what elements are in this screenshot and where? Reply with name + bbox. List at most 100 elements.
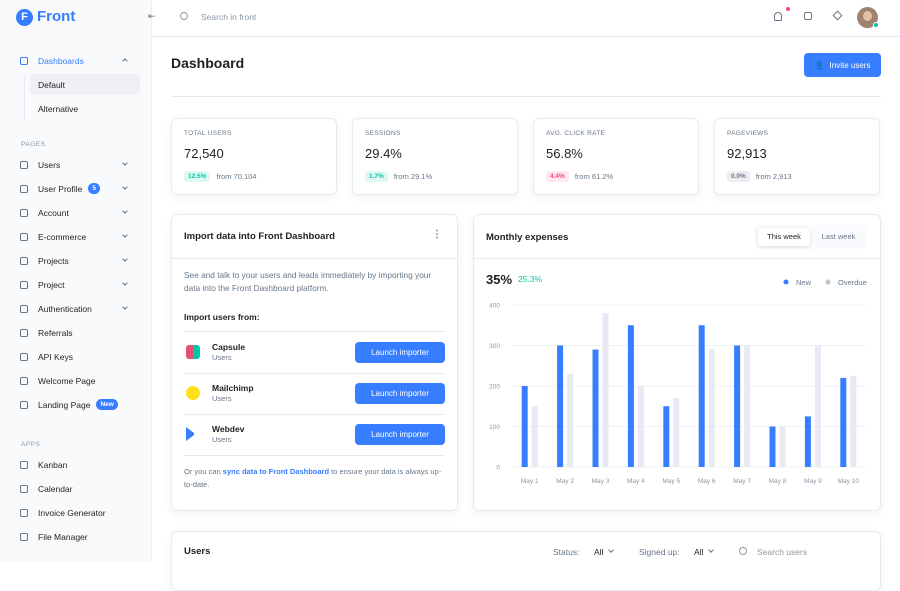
nav-icon (20, 161, 28, 169)
nav-icon (20, 509, 28, 517)
stat-from: from 70,104 (216, 172, 257, 181)
nav-subitem[interactable]: Alternative (38, 104, 79, 114)
bar (567, 373, 574, 467)
section-title: APPS (21, 441, 41, 448)
nav-icon (20, 377, 28, 385)
x-tick-label: May 7 (733, 478, 751, 485)
source-logo (186, 345, 200, 359)
nav-item[interactable]: Account (38, 208, 69, 218)
chart: New Overdue 0 100 200 300 400 May 1 May 2 May 3 Ma… (256, 139, 869, 485)
stat-value: 29.4% (365, 146, 402, 161)
x-tick-label: May 6 (698, 478, 716, 485)
avatar[interactable] (857, 7, 878, 28)
launch-button[interactable]: Launch importer (355, 383, 445, 404)
topbar-divider (152, 36, 900, 37)
nav-item[interactable]: Kanban (38, 460, 68, 470)
bell-icon[interactable] (774, 12, 782, 21)
bar (850, 375, 857, 467)
import-footer: Or you can sync data to Front Dashboard … (184, 465, 449, 491)
bar (521, 386, 528, 467)
users-search[interactable]: Search users (757, 547, 808, 557)
section-title: PAGES (21, 141, 46, 148)
bar (769, 426, 776, 467)
menu-icon[interactable]: ⋮ (432, 229, 442, 240)
x-tick-label: May 3 (592, 478, 610, 485)
x-tick-label: May 1 (521, 478, 539, 485)
nav-item[interactable]: Referrals (38, 328, 73, 338)
status-select[interactable]: All (594, 547, 604, 557)
nav-item[interactable]: Dashboards (38, 56, 84, 66)
change-value: 4.4% (550, 173, 565, 180)
footer-text: to ensure your data is always up-to-date… (184, 467, 442, 489)
tab[interactable]: Last week (821, 232, 856, 241)
nav-item[interactable]: User Profile (38, 184, 83, 194)
card-divider (474, 258, 880, 259)
x-tick-label: May 5 (662, 478, 680, 485)
stat-value: 92,913 (727, 146, 767, 161)
nav-item[interactable]: Projects (38, 256, 69, 266)
stat-value: 72,540 (184, 146, 224, 161)
nav-icon (20, 185, 28, 193)
users-title: Users (184, 546, 211, 557)
nav-item[interactable]: Project (38, 280, 65, 290)
nav-item[interactable]: E-commerce (38, 232, 87, 242)
nav-subitem[interactable]: Default (38, 80, 65, 90)
bar (804, 416, 811, 467)
launch-button[interactable]: Launch importer (355, 342, 445, 363)
logo-icon: F (16, 9, 33, 26)
signed-select[interactable]: All (694, 547, 704, 557)
y-tick-label: 0 (496, 465, 500, 472)
search-icon (180, 12, 188, 20)
nav-item[interactable]: Landing Page (38, 400, 91, 410)
x-tick-label: May 8 (769, 478, 787, 485)
nav-icon (20, 485, 28, 493)
launch-button[interactable]: Launch importer (355, 424, 445, 445)
apps-icon[interactable] (804, 12, 812, 20)
filter-label: Signed up: (639, 547, 680, 557)
legend-dot (825, 279, 831, 285)
nav-item[interactable]: Calendar (38, 484, 73, 494)
chart-title: Monthly expenses (486, 232, 569, 243)
stat-from: from 2,913 (755, 172, 792, 181)
bar (557, 345, 564, 467)
y-tick-label: 100 (489, 424, 500, 431)
search-icon (739, 547, 747, 555)
bar (840, 377, 847, 467)
nav-icon (20, 533, 28, 541)
source-meta: Users (212, 435, 232, 444)
nav-icon (20, 281, 28, 289)
row-divider (184, 331, 445, 332)
nav-icon (20, 233, 28, 241)
collapse-icon[interactable]: ⇤ (148, 11, 156, 21)
nav-item[interactable]: File Manager (38, 532, 88, 542)
header-divider (171, 96, 881, 97)
button-label: Invite users (829, 60, 871, 70)
nav-item[interactable]: API Keys (38, 352, 73, 362)
badge: New (96, 399, 118, 410)
nav-item[interactable]: Users (38, 160, 61, 170)
stat-card (714, 118, 880, 195)
stat-card (533, 118, 699, 195)
bar (708, 349, 715, 467)
nav-icon (20, 209, 28, 217)
nav-item[interactable]: Welcome Page (38, 376, 96, 386)
summary-change: 25.3% (518, 274, 543, 284)
bar (637, 386, 644, 467)
dashboards-icon (20, 57, 28, 65)
stat-card (352, 118, 518, 195)
sync-link[interactable]: sync data to Front Dashboard (222, 467, 330, 476)
stat-label: SESSIONS (365, 130, 401, 137)
bar (673, 398, 680, 467)
nav-item[interactable]: Invoice Generator (38, 508, 106, 518)
brand[interactable]: Front (37, 8, 76, 25)
stat-label: PAGEVIEWS (727, 130, 769, 137)
notification-dot (786, 7, 790, 11)
source-name: Capsule (212, 342, 246, 352)
nav-item[interactable]: Authentication (38, 304, 92, 314)
tab[interactable]: This week (758, 228, 810, 246)
y-tick-label: 300 (489, 343, 500, 350)
bar (602, 313, 609, 467)
bar (734, 345, 741, 467)
search-input[interactable]: Search in front (201, 12, 257, 22)
invite-button[interactable]: 👤 Invite users (804, 53, 881, 77)
